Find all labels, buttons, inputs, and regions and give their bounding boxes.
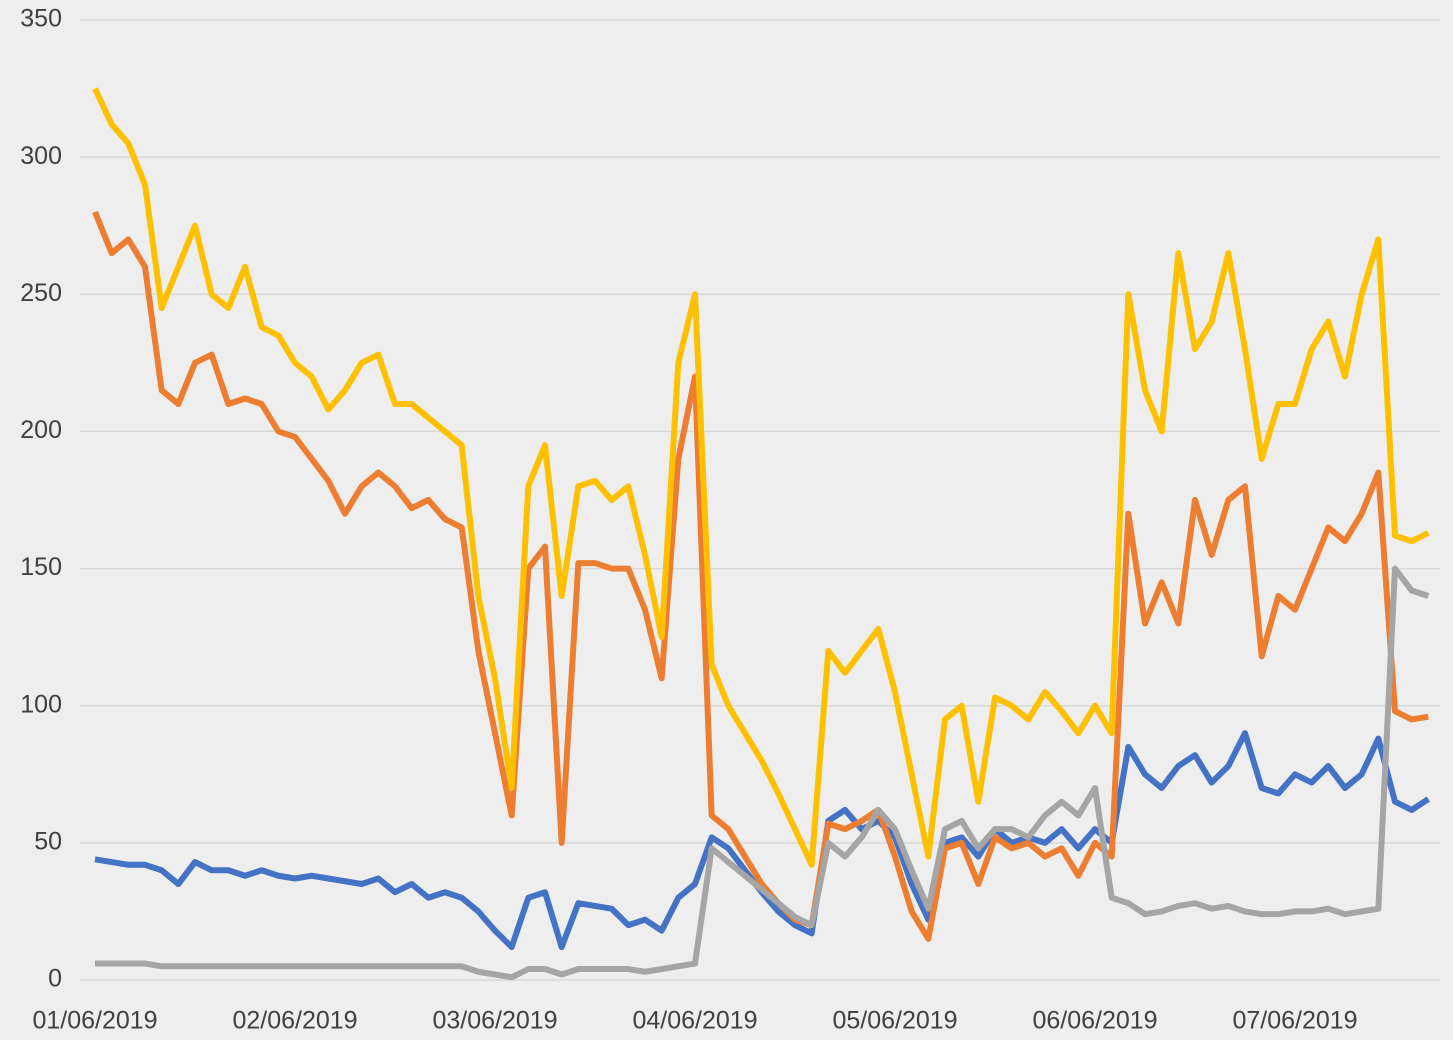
x-tick-label: 05/06/2019 xyxy=(832,1007,957,1035)
series-line xyxy=(92,87,1430,868)
x-tick-label: 03/06/2019 xyxy=(432,1007,557,1035)
x-tick-label: 06/06/2019 xyxy=(1032,1007,1157,1035)
x-tick-label: 01/06/2019 xyxy=(32,1007,157,1035)
x-tick-label: 07/06/2019 xyxy=(1232,1007,1357,1035)
x-tick-label: 02/06/2019 xyxy=(232,1007,357,1035)
y-tick-label: 300 xyxy=(20,142,62,170)
y-tick-label: 100 xyxy=(20,690,62,718)
y-tick-label: 200 xyxy=(20,416,62,444)
y-tick-label: 350 xyxy=(20,5,62,33)
series-line xyxy=(92,210,1429,942)
y-tick-label: 150 xyxy=(20,553,62,581)
y-tick-label: 50 xyxy=(34,827,62,855)
y-tick-label: 0 xyxy=(48,965,62,993)
y-tick-label: 250 xyxy=(20,279,62,307)
x-tick-label: 04/06/2019 xyxy=(632,1007,757,1035)
series-line xyxy=(95,565,1430,981)
